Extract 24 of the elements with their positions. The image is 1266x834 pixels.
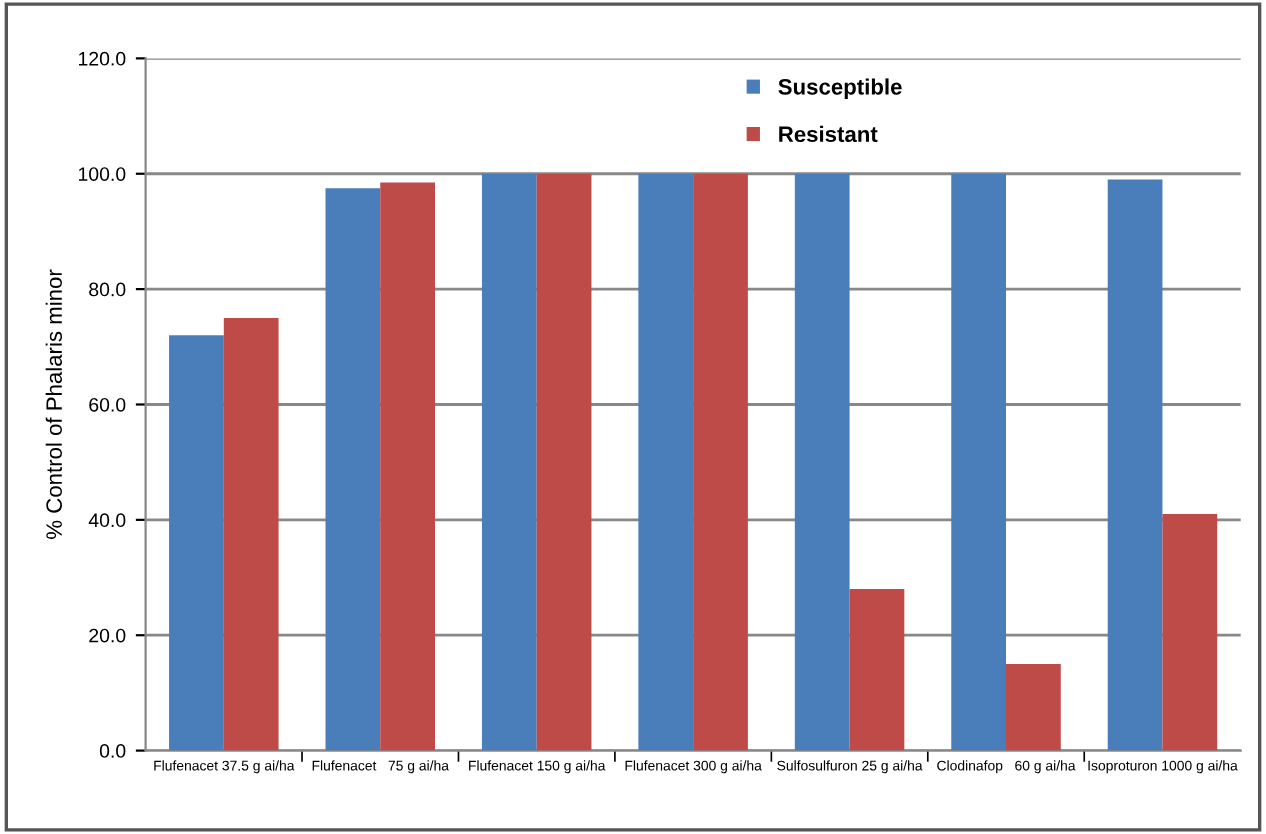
y-tick-label: 100.0 xyxy=(78,167,126,181)
y-tick-label: 40.0 xyxy=(88,513,126,528)
bar xyxy=(169,335,224,751)
bar xyxy=(951,173,1007,751)
bar xyxy=(481,173,537,751)
bar xyxy=(693,173,748,751)
bar xyxy=(794,173,850,751)
bar xyxy=(638,173,694,751)
bar xyxy=(536,173,592,751)
y-tick-label: 0.0 xyxy=(99,744,126,758)
bar xyxy=(1162,514,1218,751)
legend-label: Resistant xyxy=(779,125,878,143)
y-tick-label: 20.0 xyxy=(89,628,126,643)
y-tick-label: 80.0 xyxy=(89,282,126,297)
bar xyxy=(380,182,436,751)
bar xyxy=(1107,179,1163,751)
bar xyxy=(849,589,905,751)
y-tick-label: 60.0 xyxy=(89,397,126,412)
bar xyxy=(1006,664,1061,751)
bar xyxy=(325,188,381,751)
legend-label: Susceptible xyxy=(778,78,902,100)
bar xyxy=(223,317,279,751)
y-axis-title: % Control of Phalaris minor xyxy=(45,269,62,539)
y-tick-label: 120.0 xyxy=(78,51,126,66)
